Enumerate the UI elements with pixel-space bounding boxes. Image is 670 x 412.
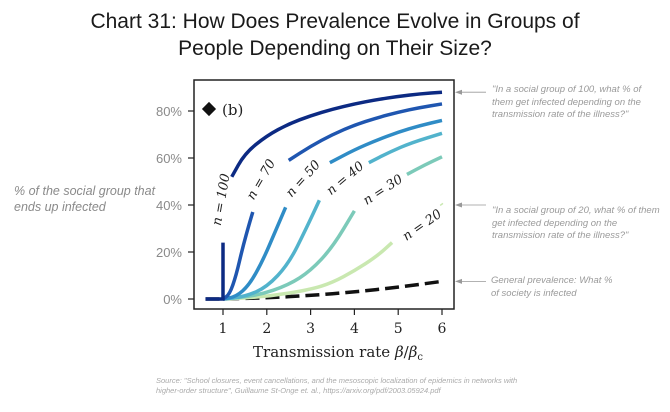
panel-label-text: (b) — [222, 101, 243, 119]
series-line-n-20-upper — [439, 202, 444, 207]
series-line-n-30-upper — [406, 155, 443, 176]
annotation-n20: "In a social group of 20, what % of them… — [492, 205, 660, 241]
series-line-n-70-lower — [221, 211, 255, 301]
series-line-n-70-upper — [287, 102, 443, 162]
series-line-n-40-upper — [368, 131, 443, 165]
chart-title-line1: Chart 31: How Does Prevalence Evolve in … — [90, 10, 580, 33]
series-line-n-50-lower — [222, 206, 288, 301]
series-label-n-30: n = 30 — [361, 172, 406, 209]
x-tick-label: 5 — [394, 321, 403, 337]
diamond-marker-icon — [201, 101, 217, 117]
y-tick-label: 40% — [156, 198, 182, 213]
y-tick-label: 60% — [156, 151, 182, 166]
chart-title: Chart 31: How Does Prevalence Evolve in … — [0, 8, 670, 62]
series-label-n-70: n = 70 — [244, 157, 279, 203]
chart-title-line2: People Depending on Their Size? — [178, 37, 492, 60]
x-tick-label: 3 — [306, 321, 315, 337]
x-tick-label: 6 — [438, 321, 447, 337]
series-label-n-50: n = 50 — [283, 158, 324, 201]
series-line-n-100-upper — [230, 90, 443, 178]
series-line-n-40-lower — [222, 199, 321, 301]
series-label-n-100: n = 100 — [210, 173, 234, 227]
series-label-n-40: n = 40 — [324, 159, 367, 199]
arrowhead-icon — [455, 278, 462, 284]
annotation-general: General prevalence: What % of society is… — [491, 275, 613, 299]
y-tick-label: 20% — [156, 245, 182, 260]
y-ticks: 0% 20% 40% 60% 80% — [156, 104, 194, 307]
series-line-n-50-upper — [329, 118, 443, 165]
x-tick-label: 2 — [262, 321, 271, 337]
y-tick-label: 80% — [156, 104, 182, 119]
arrowhead-icon — [455, 202, 462, 208]
series-labels: n = 20n = 30n = 40n = 50n = 70 n = 100 — [210, 157, 445, 245]
x-axis-label: Transmission rate β/βc — [253, 343, 423, 363]
y-tick-label: 0% — [163, 292, 182, 307]
annotation-arrows — [455, 89, 486, 284]
arrowhead-icon — [455, 89, 462, 95]
y-axis-label: % of the social group that ends up infec… — [14, 184, 156, 214]
panel-label: (b) — [201, 101, 243, 119]
x-ticks: 1 2 3 4 5 6 — [219, 309, 447, 337]
series-line-n-100-lower — [205, 242, 225, 301]
source-note: Source: "School closures, event cancella… — [156, 376, 518, 395]
annotation-n100: "In a social group of 100, what % of the… — [492, 84, 642, 120]
x-tick-label: 4 — [350, 321, 359, 337]
x-tick-label: 1 — [219, 321, 228, 337]
series-label-n-20: n = 20 — [400, 207, 445, 245]
series-lines — [205, 90, 444, 301]
plot-frame — [193, 79, 455, 310]
